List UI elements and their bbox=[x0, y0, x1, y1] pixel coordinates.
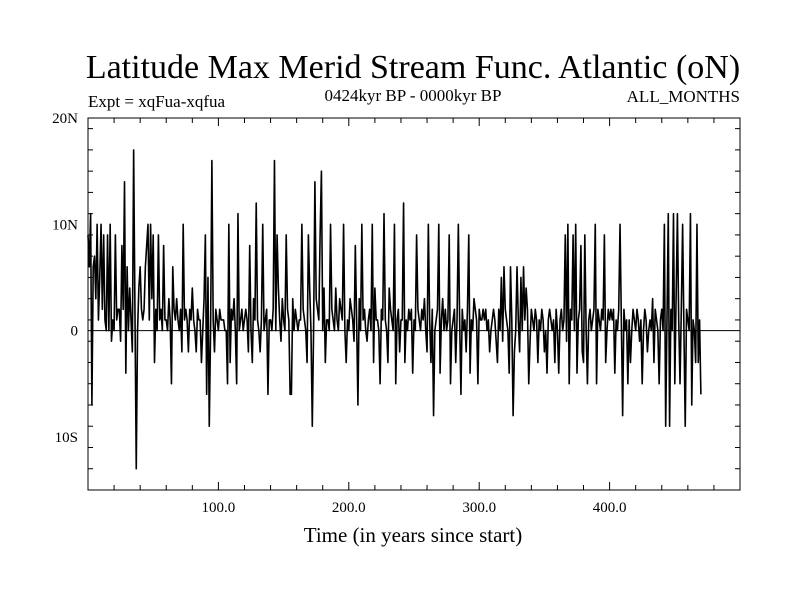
y-tick-label: 0 bbox=[71, 324, 79, 340]
plot-frame bbox=[87, 117, 741, 491]
chart-title: Latitude Max Merid Stream Func. Atlantic… bbox=[86, 49, 740, 86]
months-label: ALL_MONTHS bbox=[627, 87, 740, 106]
tick-labels: 100.0 200.0 300.0 400.0 20N 10N 0 10S bbox=[52, 111, 626, 516]
y-tick-label: 10N bbox=[52, 217, 78, 233]
x-tick-label: 300.0 bbox=[462, 500, 496, 516]
x-tick-label: 400.0 bbox=[593, 500, 627, 516]
y-tick-label: 10S bbox=[55, 430, 78, 446]
y-tick-label: 20N bbox=[52, 111, 78, 127]
x-tick-label: 200.0 bbox=[332, 500, 366, 516]
x-tick-label: 100.0 bbox=[202, 500, 236, 516]
period-label: 0424kyr BP - 0000kyr BP bbox=[325, 86, 502, 105]
experiment-label: Expt = xqFua-xqfua bbox=[88, 92, 226, 111]
series-line bbox=[87, 149, 702, 470]
x-axis-label: Time (in years since start) bbox=[304, 523, 523, 547]
axis-ticks bbox=[88, 118, 740, 490]
